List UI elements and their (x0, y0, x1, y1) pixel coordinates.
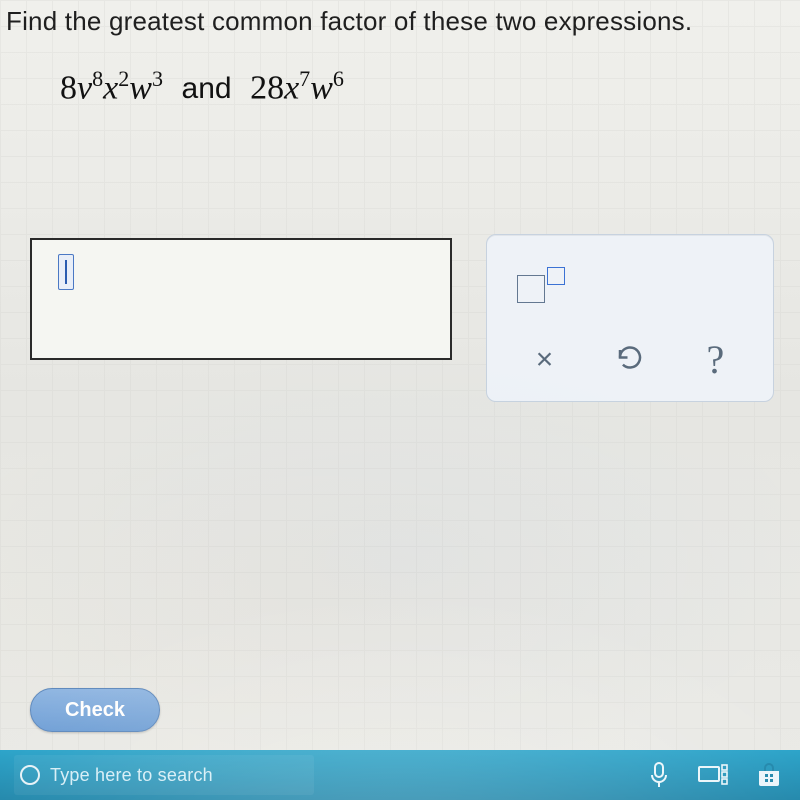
app-screen: Find the greatest common factor of these… (0, 0, 800, 800)
expr2-coef: 28 (250, 69, 284, 106)
tray-cortana-icon[interactable] (648, 761, 670, 789)
expr1-var-v: v (77, 69, 92, 106)
taskbar-tray (648, 761, 800, 789)
undo-icon (615, 345, 645, 375)
taskbar-search-placeholder: Type here to search (50, 765, 213, 786)
expr1-var-w: w (129, 69, 152, 106)
tray-taskview-icon[interactable] (698, 764, 728, 786)
answer-cursor-slot[interactable] (58, 254, 74, 290)
expr1-exp-w: 3 (152, 66, 163, 91)
exponent-base-box (517, 275, 545, 303)
question-expressions: 8v8x2w3 and 28x7w6 (60, 66, 344, 107)
taskview-icon (698, 764, 728, 786)
question-prompt: Find the greatest common factor of these… (6, 6, 790, 37)
tool-row: × ? (487, 336, 773, 383)
math-tool-panel: × ? (486, 234, 774, 402)
text-caret (65, 260, 67, 284)
help-tool-button[interactable]: ? (706, 336, 724, 383)
expr2-var-x: x (284, 69, 299, 106)
expr1-var-x: x (103, 69, 118, 106)
expr1-coef: 8 (60, 69, 77, 106)
windows-taskbar: Type here to search (0, 750, 800, 800)
close-tool-button[interactable]: × (536, 343, 554, 377)
taskbar-search[interactable]: Type here to search (14, 755, 314, 795)
expr1-exp-x: 2 (118, 66, 129, 91)
store-icon (756, 763, 782, 787)
expr1-exp-v: 8 (92, 66, 103, 91)
expr2-exp-w: 6 (333, 66, 344, 91)
answer-input[interactable] (30, 238, 452, 360)
expr-joiner: and (182, 72, 232, 105)
check-button-label: Check (65, 699, 125, 722)
exponent-tool-button[interactable] (517, 253, 577, 303)
check-button[interactable]: Check (30, 688, 160, 732)
tray-store-icon[interactable] (756, 763, 782, 787)
expr2-exp-x: 7 (299, 66, 310, 91)
exponent-sup-box (547, 267, 565, 285)
cortana-icon (648, 761, 670, 789)
search-icon (20, 765, 40, 785)
expr2-var-w: w (310, 69, 333, 106)
undo-tool-button[interactable] (615, 345, 645, 375)
